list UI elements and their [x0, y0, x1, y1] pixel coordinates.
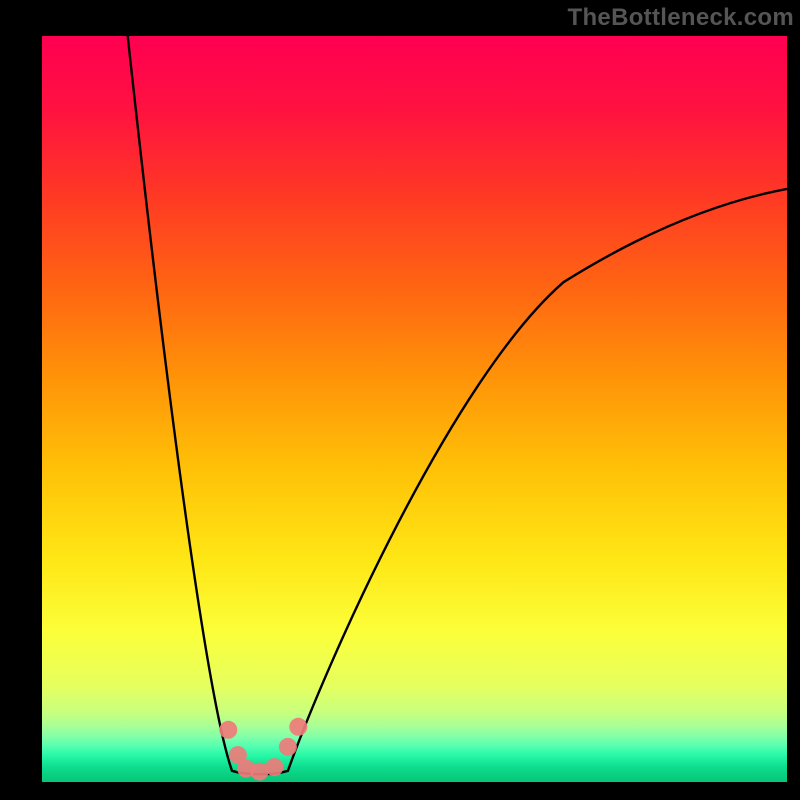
marker-dot	[279, 738, 297, 756]
chart-area	[42, 36, 787, 782]
marker-dot	[289, 718, 307, 736]
root-container: TheBottleneck.com	[0, 0, 800, 800]
bottleneck-curve	[42, 36, 787, 782]
marker-dot	[219, 721, 237, 739]
curve-path	[128, 36, 787, 774]
marker-dot	[265, 758, 283, 776]
watermark-text: TheBottleneck.com	[568, 4, 794, 32]
